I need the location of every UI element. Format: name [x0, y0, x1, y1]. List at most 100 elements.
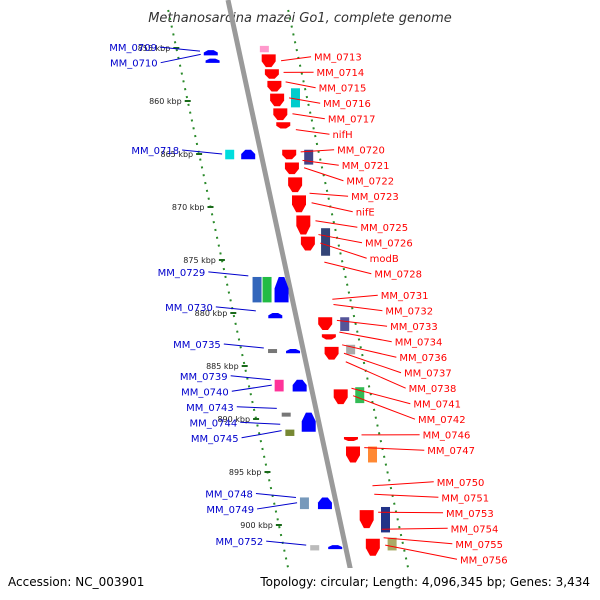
gene-label-mm_0731[interactable]: MM_0731	[381, 291, 429, 302]
gene-label-mm_0750[interactable]: MM_0750	[437, 478, 485, 489]
backbone-line	[225, 0, 360, 600]
label-leader-line	[280, 56, 312, 62]
gene-label-mm_0732[interactable]: MM_0732	[385, 307, 433, 318]
gene-label-mm_0729[interactable]: MM_0729	[158, 268, 206, 279]
gene-label-mm_0735[interactable]: MM_0735	[173, 340, 221, 351]
gene-label-mm_0723[interactable]: MM_0723	[351, 192, 399, 203]
label-leader-line	[320, 242, 367, 259]
forward-gene-arrow	[343, 437, 358, 442]
gene-label-mm_0738[interactable]: MM_0738	[409, 384, 457, 395]
gene-label-mm_0734[interactable]: MM_0734	[395, 338, 443, 349]
gene-label-mm_0748[interactable]: MM_0748	[205, 489, 253, 500]
gene-label-mm_0743[interactable]: MM_0743	[186, 403, 234, 414]
label-leader-line	[318, 234, 363, 244]
gene-label-mm_0744[interactable]: MM_0744	[190, 418, 238, 429]
gene-label-mm_0733[interactable]: MM_0733	[390, 322, 438, 333]
forward-gene-arrow	[318, 317, 333, 330]
kbp-tick-label: 890 kbp	[217, 415, 250, 424]
gene-label-nife[interactable]: nifE	[356, 208, 375, 219]
gene-block	[262, 276, 272, 303]
gene-label-mm_0756[interactable]: MM_0756	[460, 555, 508, 566]
forward-gene-arrow	[291, 195, 306, 213]
label-leader-line	[385, 544, 458, 560]
label-leader-line	[333, 304, 383, 312]
gene-label-nifh[interactable]: nifH	[332, 130, 352, 141]
gene-label-mm_0715[interactable]: MM_0715	[319, 84, 367, 95]
forward-gene-arrow	[365, 538, 380, 556]
gene-label-mm_0718[interactable]: MM_0718	[131, 146, 179, 157]
label-leader-line	[372, 481, 434, 487]
kbp-scale: 855 kbp 860 kbp 865 kbp 870 kbp 875 kbp 880 k…	[138, 44, 282, 530]
gene-label-mm_0752[interactable]: MM_0752	[215, 537, 263, 548]
forward-gene-arrow	[261, 54, 276, 68]
label-leader-line	[208, 271, 249, 277]
gene-label-mm_0740[interactable]: MM_0740	[181, 387, 229, 398]
label-leader-line	[351, 387, 411, 405]
gene-block	[285, 429, 295, 436]
accession-text: Accession: NC_003901	[8, 575, 144, 589]
gene-label-mm_0742[interactable]: MM_0742	[418, 415, 466, 426]
gene-label-mm_0749[interactable]: MM_0749	[206, 505, 254, 516]
gene-label-mm_0741[interactable]: MM_0741	[413, 400, 461, 411]
gene-label-mm_0737[interactable]: MM_0737	[404, 369, 452, 380]
gene-block	[290, 88, 300, 108]
gene-label-mm_0754[interactable]: MM_0754	[451, 524, 499, 535]
gene-label-mm_0709[interactable]: MM_0709	[109, 43, 157, 54]
kbp-tick-label: 885 kbp	[206, 362, 239, 371]
label-leader-line	[257, 502, 298, 510]
gene-label-mm_0747[interactable]: MM_0747	[427, 446, 475, 457]
label-leader-line	[339, 331, 392, 343]
gene-label-mm_0736[interactable]: MM_0736	[399, 353, 447, 364]
summary-text: Topology: circular; Length: 4,096,345 bp…	[259, 575, 590, 589]
gene-label-mm_0720[interactable]: MM_0720	[337, 146, 385, 157]
gene-label-mm_0722[interactable]: MM_0722	[346, 177, 394, 188]
kbp-tick-label: 870 kbp	[172, 203, 205, 212]
gene-block	[225, 149, 235, 160]
label-leader-line	[240, 421, 281, 425]
gene-block	[381, 506, 391, 533]
forward-gene-arrow	[270, 93, 285, 107]
label-leader-line	[230, 375, 271, 381]
reverse-gene-arrow	[205, 58, 220, 63]
label-leader-line	[159, 46, 201, 52]
gene-label-mm_0730[interactable]: MM_0730	[165, 303, 213, 314]
label-leader-line	[336, 319, 388, 327]
kbp-tick-label: 895 kbp	[229, 468, 262, 477]
forward-gene-arrow	[264, 69, 279, 79]
gene-label-mm_0714[interactable]: MM_0714	[317, 68, 365, 79]
gene-block	[259, 45, 269, 53]
gene-labels: MM_0709 MM_0710 MM_0718 MM_0729 MM_0730 MM_07…	[109, 43, 507, 566]
gene-label-mm_0713[interactable]: MM_0713	[314, 53, 362, 64]
gene-block	[368, 446, 378, 463]
gene-label-mm_0753[interactable]: MM_0753	[446, 509, 494, 520]
gene-block	[281, 412, 291, 417]
gene-label-mm_0739[interactable]: MM_0739	[180, 372, 228, 383]
gene-block	[268, 349, 278, 354]
gene-label-mm_0728[interactable]: MM_0728	[374, 270, 422, 281]
label-leader-line	[215, 306, 256, 312]
gene-label-mm_0746[interactable]: MM_0746	[423, 431, 471, 442]
gene-label-mm_0710[interactable]: MM_0710	[110, 59, 158, 70]
label-leader-line	[302, 159, 339, 166]
gene-label-mm_0745[interactable]: MM_0745	[191, 434, 239, 445]
gene-label-mm_0751[interactable]: MM_0751	[441, 493, 489, 504]
kbp-tick-label: 855 kbp	[138, 44, 171, 53]
label-leader-line	[364, 447, 425, 451]
gene-label-mm_0721[interactable]: MM_0721	[342, 161, 390, 172]
forward-gene-arrow	[300, 236, 315, 251]
gene-label-mm_0726[interactable]: MM_0726	[365, 239, 413, 250]
label-leader-line	[303, 167, 344, 182]
gene-label-mm_0725[interactable]: MM_0725	[360, 223, 408, 234]
label-leader-line	[343, 352, 402, 374]
gene-label-mm_0716[interactable]: MM_0716	[323, 99, 371, 110]
forward-gene-arrow	[267, 80, 282, 92]
gene-label-mm_0755[interactable]: MM_0755	[455, 540, 503, 551]
label-leader-line	[342, 344, 397, 358]
footer-background	[0, 568, 600, 600]
gene-label-mm_0717[interactable]: MM_0717	[328, 115, 376, 126]
gene-block	[340, 317, 350, 332]
forward-gene-arrow	[346, 446, 361, 463]
kbp-tick-label: 860 kbp	[149, 97, 182, 106]
gene-label-modb[interactable]: modB	[370, 254, 399, 265]
